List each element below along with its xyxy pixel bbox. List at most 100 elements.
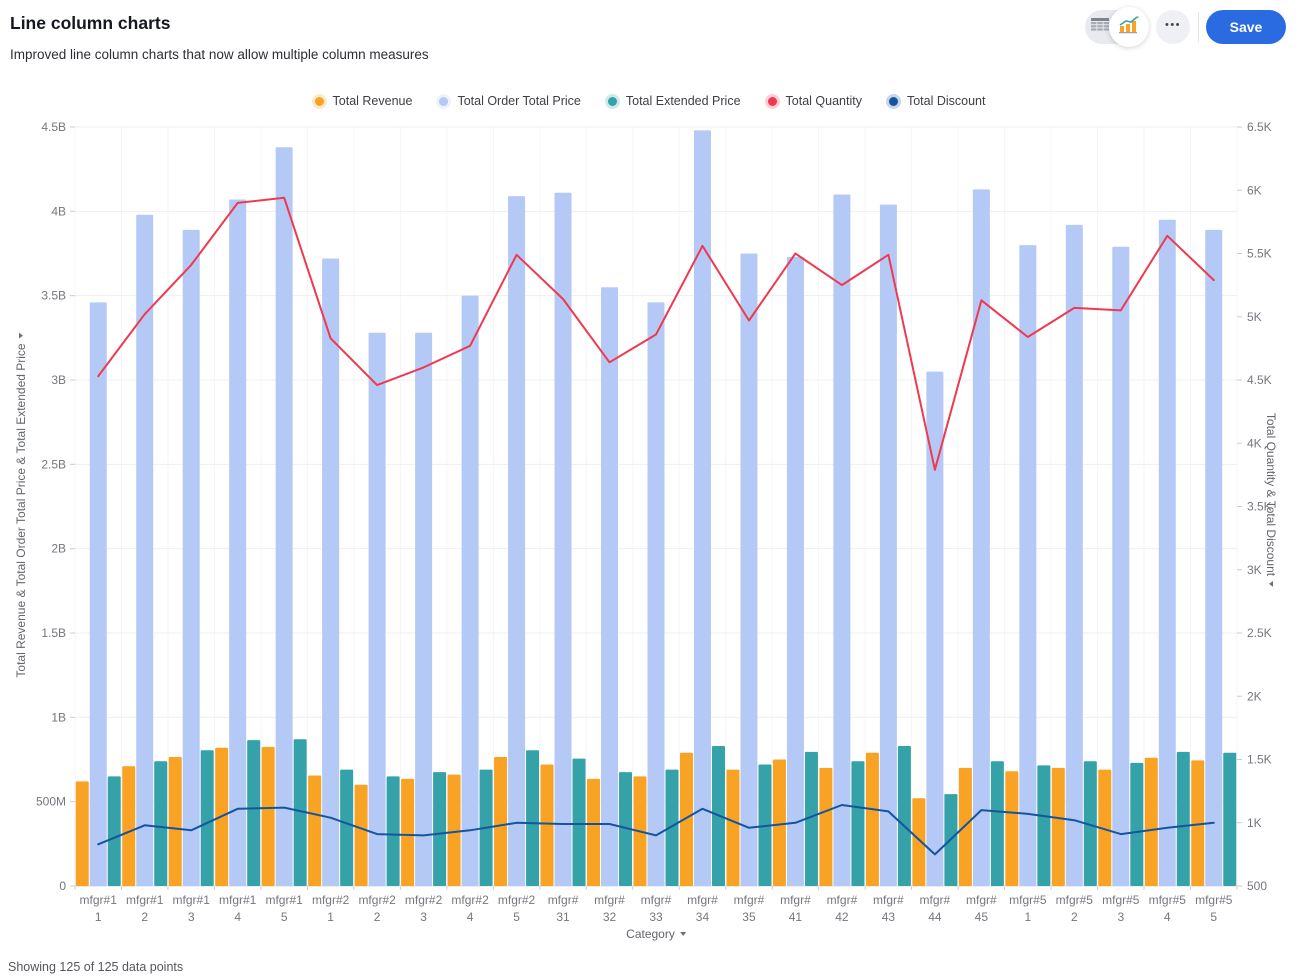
chart-view-button[interactable]	[1109, 7, 1149, 47]
bar-total-order-total-price[interactable]	[833, 194, 851, 887]
legend-item-total-revenue[interactable]: Total Revenue	[314, 94, 412, 108]
bar-total-extended-price[interactable]	[572, 758, 586, 886]
bar-total-revenue[interactable]	[819, 767, 833, 886]
bar-total-order-total-price[interactable]	[786, 256, 804, 886]
bar-total-extended-price[interactable]	[1176, 751, 1190, 886]
bar-total-revenue[interactable]	[1144, 757, 1158, 886]
bar-total-order-total-price[interactable]	[136, 214, 154, 886]
bar-total-extended-price[interactable]	[1037, 765, 1051, 886]
bar-total-extended-price[interactable]	[247, 740, 261, 886]
bar-total-extended-price[interactable]	[758, 764, 772, 886]
bar-total-revenue[interactable]	[75, 781, 89, 886]
bar-total-order-total-price[interactable]	[879, 204, 897, 887]
bar-total-order-total-price[interactable]	[1158, 219, 1176, 886]
bar-total-revenue[interactable]	[772, 759, 786, 887]
bar-total-order-total-price[interactable]	[647, 302, 665, 886]
more-options-button[interactable]: •••	[1156, 10, 1190, 44]
bar-total-revenue[interactable]	[308, 775, 322, 886]
bar-total-order-total-price[interactable]	[1019, 245, 1037, 886]
bar-total-extended-price[interactable]	[804, 751, 818, 886]
x-axis-category-label: mfgr#5 1	[1009, 893, 1047, 924]
bar-total-order-total-price[interactable]	[554, 192, 572, 886]
view-toggle[interactable]	[1085, 7, 1149, 47]
bar-total-extended-price[interactable]	[293, 739, 307, 886]
bar-total-extended-price[interactable]	[619, 772, 633, 886]
table-icon	[1091, 17, 1109, 37]
bar-total-extended-price[interactable]	[1083, 761, 1097, 886]
bar-total-revenue[interactable]	[1098, 769, 1112, 886]
bar-total-order-total-price[interactable]	[926, 371, 944, 886]
right-axis-tick-label: 500	[1247, 879, 1267, 893]
bar-total-revenue[interactable]	[261, 746, 275, 886]
bar-total-revenue[interactable]	[215, 747, 229, 886]
ellipsis-icon: •••	[1164, 19, 1182, 31]
bar-total-extended-price[interactable]	[154, 761, 168, 886]
bar-total-revenue[interactable]	[633, 776, 647, 886]
bar-total-revenue[interactable]	[1051, 767, 1065, 886]
right-axis-tick-label: 4.5K	[1247, 373, 1272, 387]
bar-total-order-total-price[interactable]	[461, 295, 479, 886]
legend-item-total-discount[interactable]: Total Discount	[888, 94, 985, 108]
bar-total-extended-price[interactable]	[200, 750, 214, 886]
bar-total-revenue[interactable]	[401, 778, 415, 886]
bar-total-extended-price[interactable]	[1130, 762, 1144, 886]
bar-total-order-total-price[interactable]	[1065, 224, 1083, 886]
bar-total-order-total-price[interactable]	[89, 302, 107, 886]
bar-total-extended-price[interactable]	[851, 761, 865, 886]
bar-total-revenue[interactable]	[958, 767, 972, 886]
bar-total-extended-price[interactable]	[433, 772, 447, 886]
bar-total-order-total-price[interactable]	[740, 253, 758, 887]
bar-total-revenue[interactable]	[679, 752, 693, 886]
bar-total-extended-price[interactable]	[711, 746, 725, 886]
bar-total-revenue[interactable]	[122, 766, 136, 886]
x-axis-category-label: mfgr#2 2	[358, 893, 396, 924]
bar-total-extended-price[interactable]	[107, 776, 121, 886]
bar-total-extended-price[interactable]	[479, 769, 493, 886]
bar-total-order-total-price[interactable]	[1205, 229, 1223, 886]
bar-total-order-total-price[interactable]	[415, 332, 433, 886]
legend-item-total-extended-price[interactable]: Total Extended Price	[607, 94, 741, 108]
bar-total-revenue[interactable]	[587, 778, 601, 886]
bar-total-revenue[interactable]	[494, 756, 508, 886]
bar-total-order-total-price[interactable]	[972, 189, 990, 886]
bar-total-revenue[interactable]	[1191, 760, 1205, 886]
table-view-button[interactable]	[1085, 10, 1115, 44]
bar-total-order-total-price[interactable]	[601, 287, 619, 887]
bar-total-revenue[interactable]	[354, 784, 368, 886]
bar-total-extended-price[interactable]	[990, 761, 1004, 886]
bar-total-order-total-price[interactable]	[368, 332, 386, 886]
bar-total-extended-price[interactable]	[526, 750, 540, 886]
legend-item-total-quantity[interactable]: Total Quantity	[767, 94, 862, 108]
bar-total-revenue[interactable]	[912, 798, 926, 886]
bar-total-order-total-price[interactable]	[1112, 246, 1130, 886]
bar-total-extended-price[interactable]	[1223, 752, 1237, 886]
line-total-discount[interactable]	[97, 804, 1215, 856]
bar-total-order-total-price[interactable]	[275, 147, 293, 887]
chevron-down-icon	[1269, 581, 1273, 588]
legend-item-total-order-total-price[interactable]: Total Order Total Price	[439, 94, 581, 108]
bar-total-revenue[interactable]	[168, 756, 182, 886]
save-button[interactable]: Save	[1206, 10, 1286, 44]
bar-total-revenue[interactable]	[1005, 771, 1019, 886]
bar-total-extended-price[interactable]	[340, 769, 354, 886]
left-axis-title[interactable]: Total Revenue & Total Order Total Price …	[14, 332, 28, 678]
x-axis-category-label: mfgr#5 4	[1149, 893, 1187, 924]
bar-total-extended-price[interactable]	[897, 746, 911, 886]
bar-total-extended-price[interactable]	[665, 769, 679, 886]
right-axis-title[interactable]: Total Quantity & Total Discount	[1264, 413, 1278, 588]
bar-total-order-total-price[interactable]	[182, 229, 200, 886]
x-axis-title[interactable]: Category	[626, 927, 686, 941]
left-axis-tick-label: 2.5B	[41, 457, 66, 471]
bar-total-order-total-price[interactable]	[322, 258, 340, 886]
bar-total-revenue[interactable]	[865, 752, 879, 886]
bar-total-order-total-price[interactable]	[508, 196, 526, 886]
bar-total-order-total-price[interactable]	[693, 130, 711, 886]
line-total-quantity[interactable]	[97, 196, 1215, 471]
bar-total-revenue[interactable]	[540, 764, 554, 886]
bar-total-revenue[interactable]	[726, 769, 740, 886]
x-axis-category-label: mfgr# 41	[780, 893, 811, 924]
bar-total-extended-price[interactable]	[386, 776, 400, 886]
bar-total-order-total-price[interactable]	[229, 199, 247, 886]
bar-total-extended-price[interactable]	[944, 794, 958, 886]
bar-total-revenue[interactable]	[447, 774, 461, 886]
